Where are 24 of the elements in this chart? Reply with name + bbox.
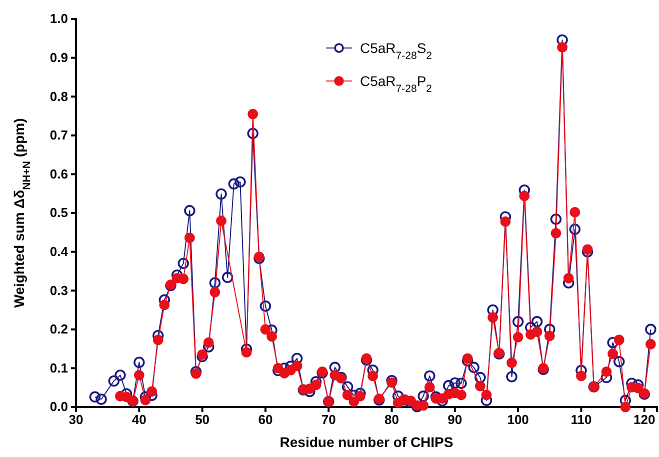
x-tick-label: 80 — [384, 412, 399, 428]
y-tick-label: 1.0 — [50, 11, 68, 26]
y-tick-label: 0.1 — [50, 360, 68, 376]
y-tick-label: 0.0 — [50, 399, 68, 414]
x-tick-label: 40 — [132, 412, 146, 428]
x-tick-label: 30 — [68, 412, 84, 428]
y-tick-label: 0.4 — [50, 244, 69, 259]
x-tick-label: 50 — [195, 412, 210, 428]
x-tick-label: 100 — [507, 412, 529, 428]
x-tick-label: 120 — [634, 412, 656, 428]
y-tick-label: 0.6 — [50, 166, 68, 182]
y-tick-label: 0.3 — [50, 282, 68, 298]
legend-label: C5aR$_{7-28}$P$_{2}$ — [360, 73, 432, 95]
x-tick-label: 70 — [321, 412, 336, 428]
y-tick-label: 0.5 — [50, 205, 68, 220]
y-tick-label: 0.8 — [50, 88, 68, 104]
legend-label: C5aR$_{7-28}$S$_{2}$ — [360, 40, 432, 62]
x-tick-label: 110 — [570, 412, 592, 428]
x-axis-title: Residue number of CHIPS — [280, 434, 454, 450]
y-tick-label: 0.9 — [50, 50, 68, 65]
y-tick-label: 0.7 — [50, 128, 68, 143]
x-tick-label: 90 — [448, 412, 462, 428]
y-tick-label: 0.2 — [50, 322, 68, 337]
x-tick-label: 60 — [258, 412, 273, 428]
